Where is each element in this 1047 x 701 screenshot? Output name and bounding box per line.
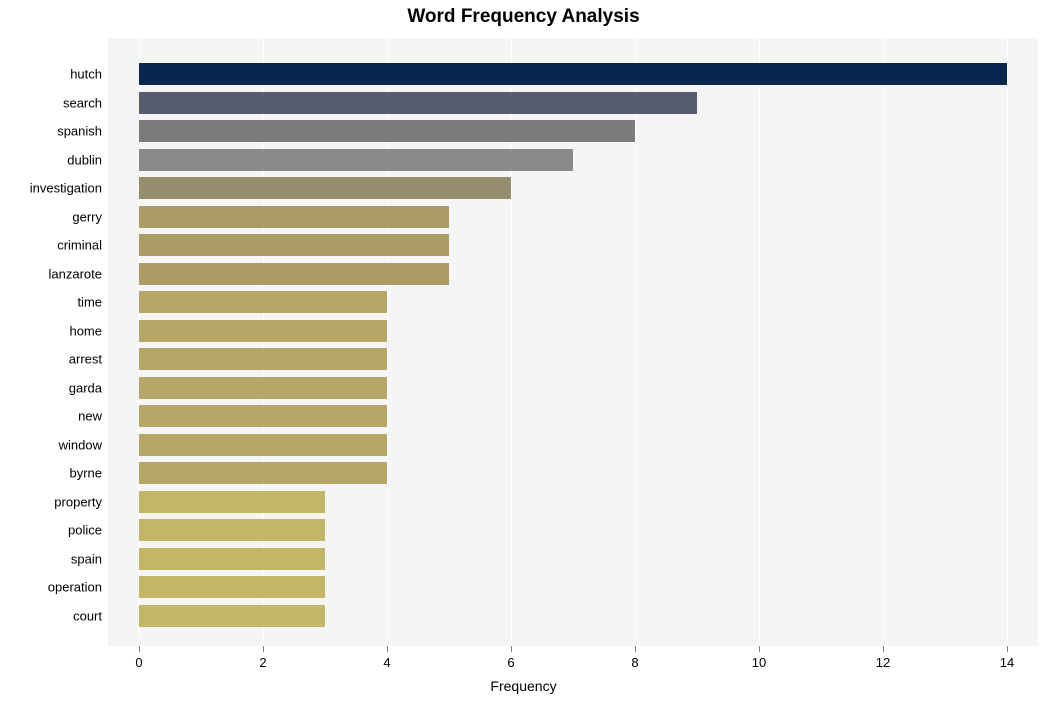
x-tick-label: 2 xyxy=(259,655,266,670)
bar xyxy=(139,377,387,399)
gridline xyxy=(883,38,884,646)
gridline xyxy=(1007,38,1008,646)
y-tick-label: spanish xyxy=(57,124,102,139)
bar xyxy=(139,462,387,484)
bar xyxy=(139,576,325,598)
y-tick-label: hutch xyxy=(70,67,102,82)
plot-area xyxy=(108,38,1038,646)
bar xyxy=(139,206,449,228)
x-tick-label: 6 xyxy=(507,655,514,670)
y-tick-label: search xyxy=(63,95,102,110)
x-tick-mark xyxy=(387,646,388,652)
x-tick-mark xyxy=(511,646,512,652)
bar xyxy=(139,120,635,142)
x-tick-label: 12 xyxy=(876,655,890,670)
x-tick-label: 0 xyxy=(135,655,142,670)
x-tick-label: 14 xyxy=(1000,655,1014,670)
x-tick-mark xyxy=(883,646,884,652)
x-tick-label: 4 xyxy=(383,655,390,670)
y-tick-label: property xyxy=(54,494,102,509)
bar xyxy=(139,234,449,256)
y-tick-label: police xyxy=(68,523,102,538)
bar xyxy=(139,149,573,171)
bar xyxy=(139,320,387,342)
bar xyxy=(139,519,325,541)
word-frequency-chart: Word Frequency Analysis hutch search spani… xyxy=(0,0,1047,701)
y-tick-label: home xyxy=(69,323,102,338)
y-tick-label: gerry xyxy=(72,209,102,224)
y-tick-label: time xyxy=(77,295,102,310)
x-axis-label: Frequency xyxy=(0,678,1047,694)
y-tick-label: dublin xyxy=(67,152,102,167)
y-tick-label: byrne xyxy=(69,466,102,481)
y-tick-label: investigation xyxy=(30,181,102,196)
y-tick-label: garda xyxy=(69,380,102,395)
x-tick-mark xyxy=(263,646,264,652)
x-tick-mark xyxy=(139,646,140,652)
bar xyxy=(139,548,325,570)
bar xyxy=(139,177,511,199)
x-tick-mark xyxy=(759,646,760,652)
y-tick-label: operation xyxy=(48,580,102,595)
bar xyxy=(139,434,387,456)
bar xyxy=(139,92,697,114)
y-tick-label: arrest xyxy=(69,352,102,367)
x-tick-label: 8 xyxy=(631,655,638,670)
y-tick-label: spain xyxy=(71,551,102,566)
bar xyxy=(139,63,1007,85)
x-tick-mark xyxy=(635,646,636,652)
bar xyxy=(139,263,449,285)
gridline xyxy=(635,38,636,646)
x-tick-label: 10 xyxy=(752,655,766,670)
y-tick-label: criminal xyxy=(57,238,102,253)
x-tick-mark xyxy=(1007,646,1008,652)
gridline xyxy=(759,38,760,646)
bar xyxy=(139,491,325,513)
chart-title: Word Frequency Analysis xyxy=(0,6,1047,28)
y-tick-label: lanzarote xyxy=(49,266,102,281)
y-tick-label: new xyxy=(78,409,102,424)
bar xyxy=(139,605,325,627)
bar xyxy=(139,291,387,313)
bar xyxy=(139,348,387,370)
y-tick-label: window xyxy=(59,437,102,452)
bar xyxy=(139,405,387,427)
y-tick-label: court xyxy=(73,608,102,623)
